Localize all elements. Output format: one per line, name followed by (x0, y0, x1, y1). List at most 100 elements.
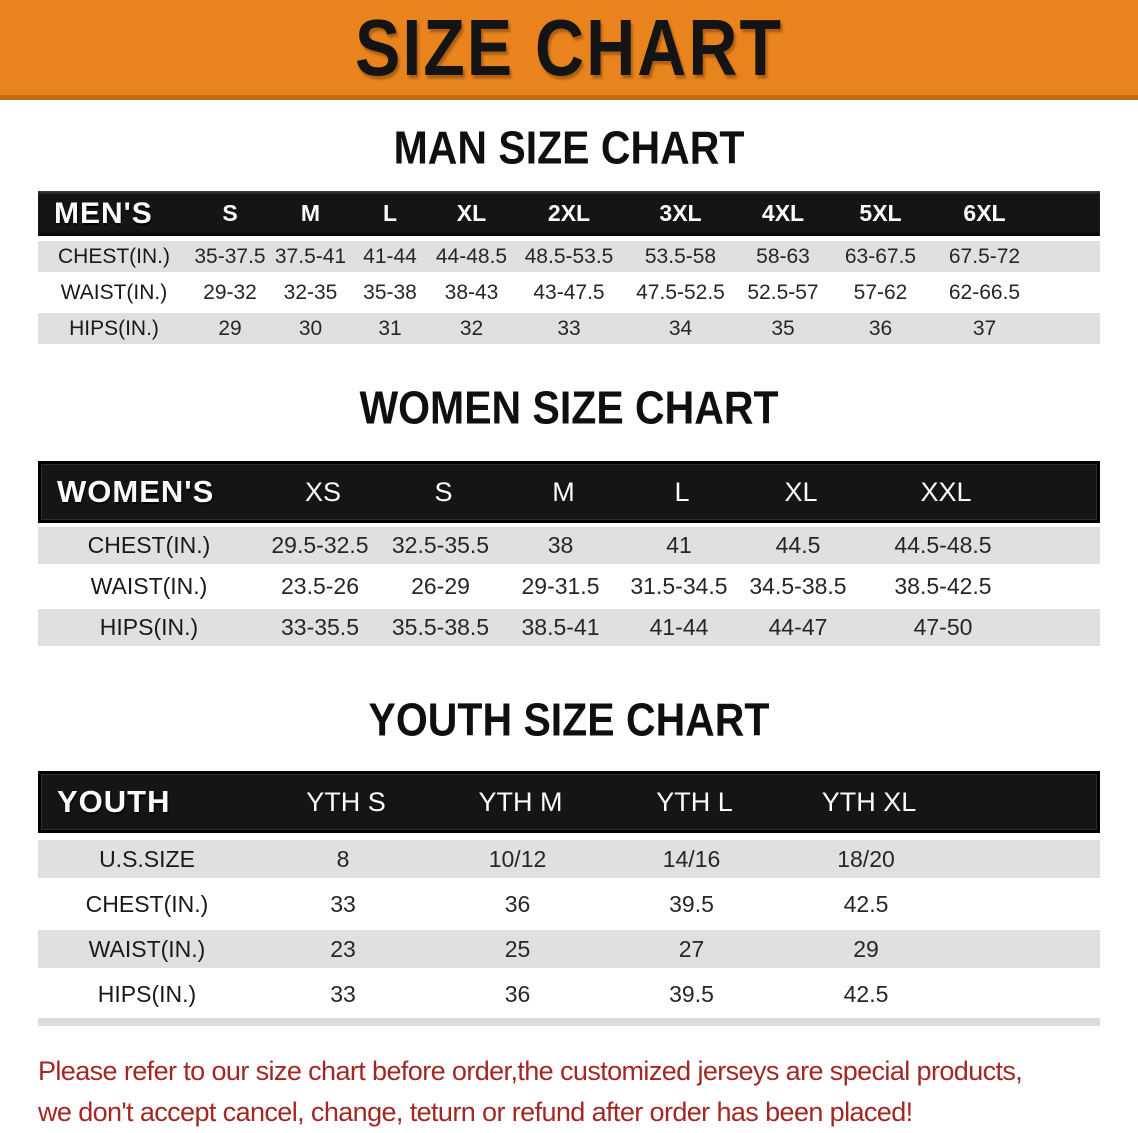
mens-size-column-header: M (300, 200, 321, 226)
womens-cell-value: 32.5-35.5 (391, 532, 490, 558)
mens-cell-value: 37 (972, 316, 997, 340)
womens-size-column-header: XS (304, 476, 342, 507)
mens-cell-value: 41-44 (363, 244, 417, 268)
mens-cell-value: 48.5-53.5 (524, 244, 614, 268)
youth-table-header: YOUTH YTH S YTH M YTH L YTH XL (38, 771, 1100, 833)
womens-size-column-header: M (552, 476, 575, 507)
youth-table-row: HIPS(IN.) 33 36 39.5 42.5 (38, 975, 1100, 1013)
disclaimer-line-2: we don't accept cancel, change, teturn o… (38, 1097, 913, 1128)
mens-table-row: WAIST(IN.) 29-32 32-35 35-38 38-43 43-47.5 47.… (38, 277, 1100, 308)
womens-cell-value: 41-44 (649, 614, 709, 640)
womens-cell-value: 38.5-42.5 (894, 573, 992, 599)
mens-cell-value: 52.5-57 (747, 280, 819, 304)
mens-cell-value: 34 (668, 316, 693, 340)
size-chart-banner: SIZE CHART (0, 0, 1138, 100)
mens-cell-value: 33 (557, 316, 581, 340)
womens-row-label: HIPS(IN.) (99, 614, 199, 640)
mens-cell-value: 37.5-41 (274, 244, 347, 268)
mens-cell-value: 29-32 (203, 280, 257, 304)
mens-cell-value: 63-67.5 (844, 244, 917, 268)
womens-cell-value: 38 (547, 532, 574, 558)
youth-cell-value: 27 (678, 935, 705, 962)
womens-cell-value: 41 (666, 532, 692, 558)
youth-table-row: U.S.SIZE 8 10/12 14/16 18/20 (38, 840, 1100, 878)
womens-row-label: WAIST(IN.) (90, 573, 208, 599)
mens-cell-value: 32 (459, 316, 484, 340)
youth-cell-value: 23 (330, 935, 356, 962)
youth-cell-value: 14/16 (662, 845, 721, 872)
youth-cell-value: 42.5 (843, 980, 889, 1007)
youth-size-column-header: YTH XL (821, 786, 917, 817)
mens-size-column-header: 3XL (659, 200, 702, 226)
youth-size-table: YOUTH YTH S YTH M YTH L YTH XL U.S.SIZE 8 10/12… (38, 771, 1100, 1026)
mens-cell-value: 36 (868, 316, 893, 340)
section-heading-text-mens: MAN SIZE CHART (393, 122, 745, 174)
mens-size-column-header: 4XL (761, 200, 805, 226)
mens-table-row: HIPS(IN.) 29 30 31 32 33 34 35 36 37 (38, 313, 1100, 344)
womens-size-column-header: XXL (920, 476, 972, 507)
womens-cell-value: 47-50 (913, 614, 973, 640)
youth-cell-value: 42.5 (843, 890, 889, 917)
womens-cell-value: 34.5-38.5 (749, 573, 847, 599)
youth-cell-value: 8 (336, 845, 350, 872)
womens-cell-value: 35.5-38.5 (391, 614, 490, 640)
womens-cell-value: 31.5-34.5 (630, 573, 728, 599)
section-heading-text-youth: YOUTH SIZE CHART (368, 694, 770, 746)
womens-table-row: CHEST(IN.) 29.5-32.5 32.5-35.5 38 41 44.5 44.5… (38, 527, 1100, 564)
womens-cell-value: 29.5-32.5 (271, 532, 369, 558)
womens-size-column-header: S (434, 476, 453, 507)
section-heading-mens: MAN SIZE CHART (0, 122, 1138, 174)
womens-table-header-label: WOMEN'S (57, 474, 215, 509)
mens-cell-value: 57-62 (853, 280, 908, 304)
mens-table-header: MEN'S S M L XL 2XL 3XL 4XL 5XL 6XL (38, 191, 1100, 236)
womens-size-column-header: XL (784, 476, 818, 507)
mens-cell-value: 67.5-72 (948, 244, 1021, 268)
section-heading-text-womens: WOMEN SIZE CHART (359, 382, 779, 434)
womens-cell-value: 44-47 (768, 614, 828, 640)
youth-size-column-header: YTH S (306, 786, 386, 817)
mens-cell-value: 31 (378, 316, 402, 340)
womens-cell-value: 23.5-26 (280, 573, 359, 599)
youth-size-column-header: YTH M (478, 786, 563, 817)
youth-cell-value: 39.5 (669, 980, 714, 1007)
womens-cell-value: 29-31.5 (521, 573, 600, 599)
section-heading-womens: WOMEN SIZE CHART (0, 382, 1138, 434)
womens-table-row: WAIST(IN.) 23.5-26 26-29 29-31.5 31.5-34.5 34… (38, 568, 1100, 605)
womens-cell-value: 44.5-48.5 (894, 532, 992, 558)
womens-table-header: WOMEN'S XS S M L XL XXL (38, 461, 1100, 523)
mens-size-column-header: 2XL (547, 200, 591, 226)
mens-cell-value: 35-37.5 (194, 244, 266, 268)
mens-size-column-header: 6XL (963, 200, 1006, 226)
mens-size-table: MEN'S S M L XL 2XL 3XL 4XL 5XL 6XL CHEST(IN.) 35-37… (38, 191, 1100, 344)
mens-cell-value: 35-38 (363, 280, 417, 304)
womens-size-column-header: L (674, 476, 690, 507)
youth-row-label: HIPS(IN.) (97, 980, 197, 1007)
womens-cell-value: 44.5 (775, 532, 821, 558)
mens-cell-value: 30 (298, 316, 323, 340)
youth-table-row: CHEST(IN.) 33 36 39.5 42.5 (38, 885, 1100, 923)
footer-disclaimer: Please refer to our size chart before or… (38, 1051, 1100, 1133)
youth-table-row: WAIST(IN.) 23 25 27 29 (38, 930, 1100, 968)
youth-cell-value: 39.5 (669, 890, 714, 917)
youth-size-column-header: YTH L (656, 786, 733, 817)
size-chart-title: SIZE CHART (355, 2, 783, 93)
table-bottom-strip (38, 1018, 1100, 1026)
mens-table-header-label: MEN'S (54, 196, 153, 230)
womens-row-label: CHEST(IN.) (87, 532, 211, 558)
mens-row-label: CHEST(IN.) (58, 244, 170, 268)
mens-cell-value: 47.5-52.5 (636, 280, 725, 304)
mens-row-label: HIPS(IN.) (69, 316, 159, 340)
mens-size-column-header: XL (456, 200, 487, 226)
mens-table-row: CHEST(IN.) 35-37.5 37.5-41 41-44 44-48.5 48.5… (38, 241, 1100, 272)
disclaimer-line-1: Please refer to our size chart before or… (38, 1056, 1023, 1086)
mens-cell-value: 32-35 (283, 280, 338, 304)
mens-cell-value: 58-63 (756, 244, 810, 268)
mens-cell-value: 35 (771, 316, 795, 340)
womens-cell-value: 33-35.5 (280, 614, 359, 640)
mens-cell-value: 62-66.5 (948, 280, 1021, 304)
womens-size-table: WOMEN'S XS S M L XL XXL CHEST(IN.) 29.5-32.5 32.5… (38, 461, 1100, 646)
youth-cell-value: 18/20 (837, 845, 895, 872)
mens-size-column-header: S (222, 200, 238, 226)
mens-cell-value: 44-48.5 (435, 244, 508, 268)
youth-cell-value: 33 (330, 890, 356, 917)
